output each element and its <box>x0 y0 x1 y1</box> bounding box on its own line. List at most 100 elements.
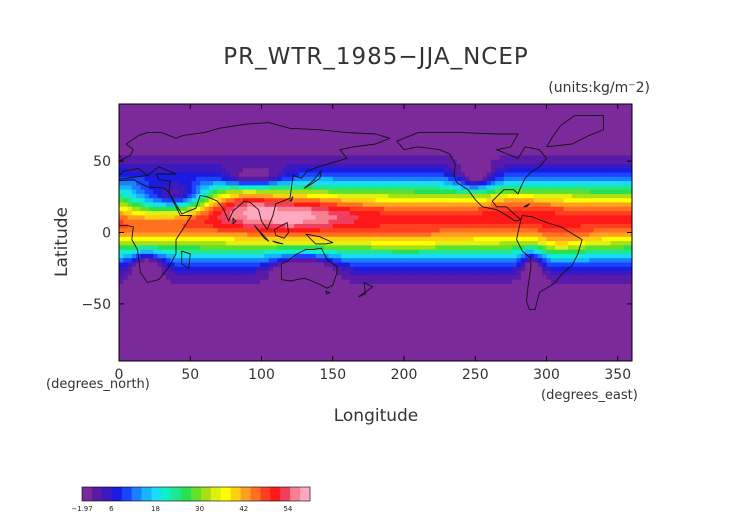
field-cell <box>401 253 407 259</box>
field-cell <box>503 146 509 152</box>
field-cell <box>153 262 159 268</box>
field-cell <box>264 168 270 174</box>
field-cell <box>576 108 582 114</box>
field-cell <box>337 241 342 246</box>
field-cell <box>384 108 389 114</box>
field-cell <box>328 121 334 127</box>
field-cell <box>178 116 184 122</box>
field-cell <box>589 146 595 152</box>
field-cell <box>230 108 236 114</box>
field-cell <box>362 168 368 174</box>
field-cell <box>409 181 415 186</box>
field-cell <box>242 249 248 255</box>
field-cell <box>208 275 214 281</box>
field-cell <box>469 236 475 242</box>
field-cell <box>285 219 291 225</box>
field-cell <box>602 271 607 276</box>
field-cell <box>610 172 616 178</box>
field-cell <box>452 189 458 195</box>
field-cell <box>208 142 214 148</box>
field-cell <box>490 112 496 118</box>
field-cell <box>576 121 582 127</box>
field-cell <box>478 129 483 135</box>
field-cell <box>542 163 548 169</box>
field-cell <box>140 223 146 229</box>
field-cell <box>508 258 513 264</box>
field-cell <box>119 223 124 229</box>
field-cell <box>230 176 236 182</box>
field-cell <box>580 275 586 281</box>
field-cell <box>452 198 458 204</box>
field-cell <box>576 206 582 212</box>
field-cell <box>200 146 206 152</box>
field-cell <box>490 155 496 161</box>
field-cell <box>136 262 141 268</box>
field-cell <box>153 245 159 251</box>
field-cell <box>127 279 133 285</box>
field-cell <box>465 236 471 242</box>
field-cell <box>136 279 141 285</box>
field-cell <box>345 206 351 212</box>
field-cell <box>486 176 492 182</box>
field-cell <box>516 206 522 212</box>
field-cell <box>580 253 586 259</box>
field-cell <box>392 241 398 246</box>
field-cell <box>234 249 240 255</box>
field-cell <box>230 198 236 204</box>
field-cell <box>508 104 513 109</box>
field-cell <box>191 185 197 191</box>
field-cell <box>251 211 257 216</box>
field-cell <box>388 266 394 272</box>
field-cell <box>234 138 240 144</box>
field-cell <box>550 258 556 264</box>
field-cell <box>508 121 513 127</box>
field-cell <box>341 215 347 221</box>
field-cell <box>170 133 176 139</box>
field-cell <box>503 121 509 127</box>
field-cell <box>358 163 364 169</box>
field-cell <box>221 168 227 174</box>
field-cell <box>319 275 325 281</box>
field-cell <box>542 176 548 182</box>
field-cell <box>533 232 539 238</box>
field-cell <box>392 266 398 272</box>
field-cell <box>499 206 505 212</box>
field-cell <box>388 172 394 178</box>
field-cell <box>401 181 407 186</box>
field-cell <box>456 108 462 114</box>
field-cell <box>563 108 569 114</box>
field-cell <box>490 275 496 281</box>
field-cell <box>191 121 197 127</box>
field-cell <box>392 112 398 118</box>
field-cell <box>614 202 620 208</box>
field-cell <box>200 181 206 186</box>
field-cell <box>268 262 274 268</box>
field-cell <box>584 236 590 242</box>
field-cell <box>225 104 231 109</box>
field-cell <box>555 232 560 238</box>
field-cell <box>602 176 607 182</box>
field-cell <box>388 125 394 131</box>
field-cell <box>431 193 436 199</box>
field-cell <box>319 258 325 264</box>
field-cell <box>319 151 325 156</box>
field-cell <box>456 223 462 229</box>
field-cell <box>401 121 407 127</box>
field-cell <box>268 236 274 242</box>
field-cell <box>213 116 218 122</box>
field-cell <box>277 271 283 276</box>
field-cell <box>213 172 218 178</box>
field-cell <box>469 163 475 169</box>
field-cell <box>508 202 513 208</box>
field-cell <box>589 206 595 212</box>
field-cell <box>366 206 372 212</box>
field-cell <box>465 155 471 161</box>
field-cell <box>170 271 176 276</box>
field-cell <box>247 163 253 169</box>
field-cell <box>362 108 368 114</box>
field-cell <box>225 125 231 131</box>
field-cell <box>260 215 265 221</box>
field-cell <box>401 271 407 276</box>
field-cell <box>225 258 231 264</box>
field-cell <box>452 181 458 186</box>
